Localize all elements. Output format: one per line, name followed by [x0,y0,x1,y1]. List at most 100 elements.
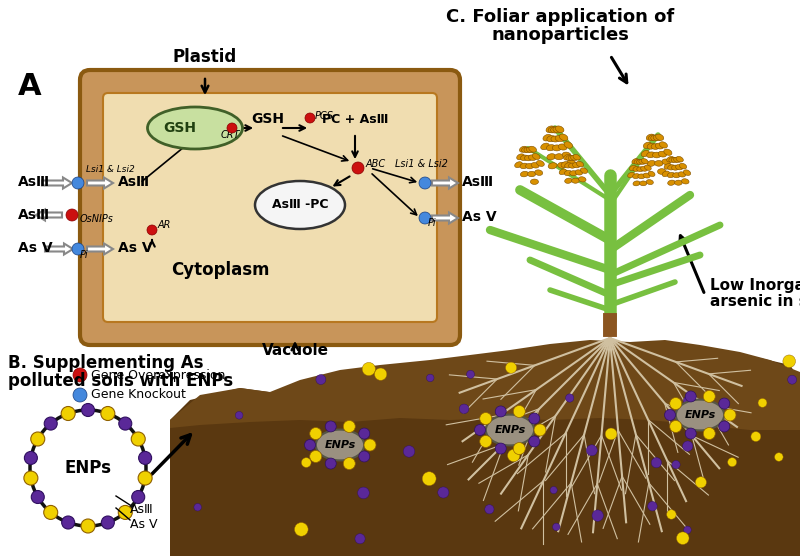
Circle shape [529,413,540,424]
Ellipse shape [580,168,588,173]
FancyArrow shape [42,177,72,188]
Ellipse shape [643,142,651,148]
Circle shape [310,450,322,463]
Ellipse shape [633,181,640,186]
Ellipse shape [537,161,544,166]
Ellipse shape [666,156,674,162]
Circle shape [310,428,322,440]
FancyArrow shape [432,177,458,188]
Circle shape [61,406,75,420]
Ellipse shape [554,153,563,160]
Ellipse shape [567,160,576,166]
Ellipse shape [576,161,584,167]
Circle shape [529,436,540,447]
Ellipse shape [255,181,345,229]
Circle shape [422,471,436,485]
Circle shape [118,505,132,519]
Circle shape [419,212,431,224]
Circle shape [72,177,84,189]
Text: polluted soils with ENPs: polluted soils with ENPs [8,372,233,390]
Ellipse shape [658,151,666,157]
Ellipse shape [524,155,533,161]
Circle shape [24,451,38,464]
Circle shape [506,419,518,432]
Circle shape [514,405,526,418]
Text: AsⅢ: AsⅢ [130,503,154,516]
Ellipse shape [655,143,664,149]
Ellipse shape [675,165,683,170]
Polygon shape [170,342,800,556]
Circle shape [553,523,560,530]
Circle shape [684,526,691,534]
Circle shape [474,424,486,435]
Text: As V: As V [118,241,153,255]
Ellipse shape [671,165,679,170]
FancyArrow shape [87,244,113,255]
Ellipse shape [550,127,559,133]
Circle shape [686,428,696,439]
Circle shape [358,451,370,462]
Text: Gene Knockout: Gene Knockout [91,389,186,401]
Text: Lsi1 & Lsi2: Lsi1 & Lsi2 [395,159,448,169]
Circle shape [24,471,38,485]
Text: AR: AR [158,220,171,230]
Text: AsⅢ: AsⅢ [18,208,50,222]
Circle shape [695,476,706,488]
Text: ENPs: ENPs [65,459,111,477]
Ellipse shape [648,171,655,176]
Circle shape [30,410,146,526]
Ellipse shape [653,152,661,158]
Ellipse shape [565,178,572,183]
Text: AsⅢ: AsⅢ [18,175,50,189]
Ellipse shape [527,171,536,177]
FancyArrow shape [87,177,113,188]
Circle shape [703,428,715,440]
Text: ABC: ABC [366,159,386,169]
Text: AsⅢ: AsⅢ [118,175,150,189]
Ellipse shape [147,107,242,149]
Ellipse shape [568,156,576,161]
Circle shape [495,406,506,417]
Ellipse shape [642,158,648,164]
Text: Pi: Pi [428,218,437,228]
Circle shape [426,374,434,381]
Ellipse shape [662,171,670,177]
Circle shape [138,451,152,464]
Circle shape [666,510,676,519]
Circle shape [485,505,494,514]
Ellipse shape [664,149,672,155]
Circle shape [419,177,431,189]
Circle shape [131,432,146,446]
Text: AsⅢ: AsⅢ [462,175,494,189]
FancyArrow shape [45,244,73,255]
Text: Vacuole: Vacuole [262,343,329,358]
Circle shape [44,505,58,519]
Circle shape [235,411,243,419]
Circle shape [326,458,336,469]
Circle shape [82,404,94,416]
Ellipse shape [633,166,640,171]
Ellipse shape [639,160,646,164]
Ellipse shape [548,163,557,169]
Text: Plastid: Plastid [173,48,237,66]
Ellipse shape [570,171,578,176]
Circle shape [194,504,202,511]
Text: OsNIPs: OsNIPs [80,214,114,224]
Circle shape [343,420,355,433]
Circle shape [66,209,78,221]
Ellipse shape [676,156,683,162]
Ellipse shape [646,180,654,185]
Ellipse shape [650,135,659,141]
Circle shape [718,398,730,409]
FancyBboxPatch shape [80,70,460,345]
Circle shape [102,516,114,529]
Circle shape [147,225,157,235]
Ellipse shape [517,154,525,160]
Ellipse shape [573,155,580,160]
Ellipse shape [564,155,571,160]
Ellipse shape [643,173,650,178]
Circle shape [670,398,682,410]
Text: C. Foliar application of: C. Foliar application of [446,8,674,26]
Text: PCS: PCS [315,111,334,121]
Circle shape [677,532,689,544]
